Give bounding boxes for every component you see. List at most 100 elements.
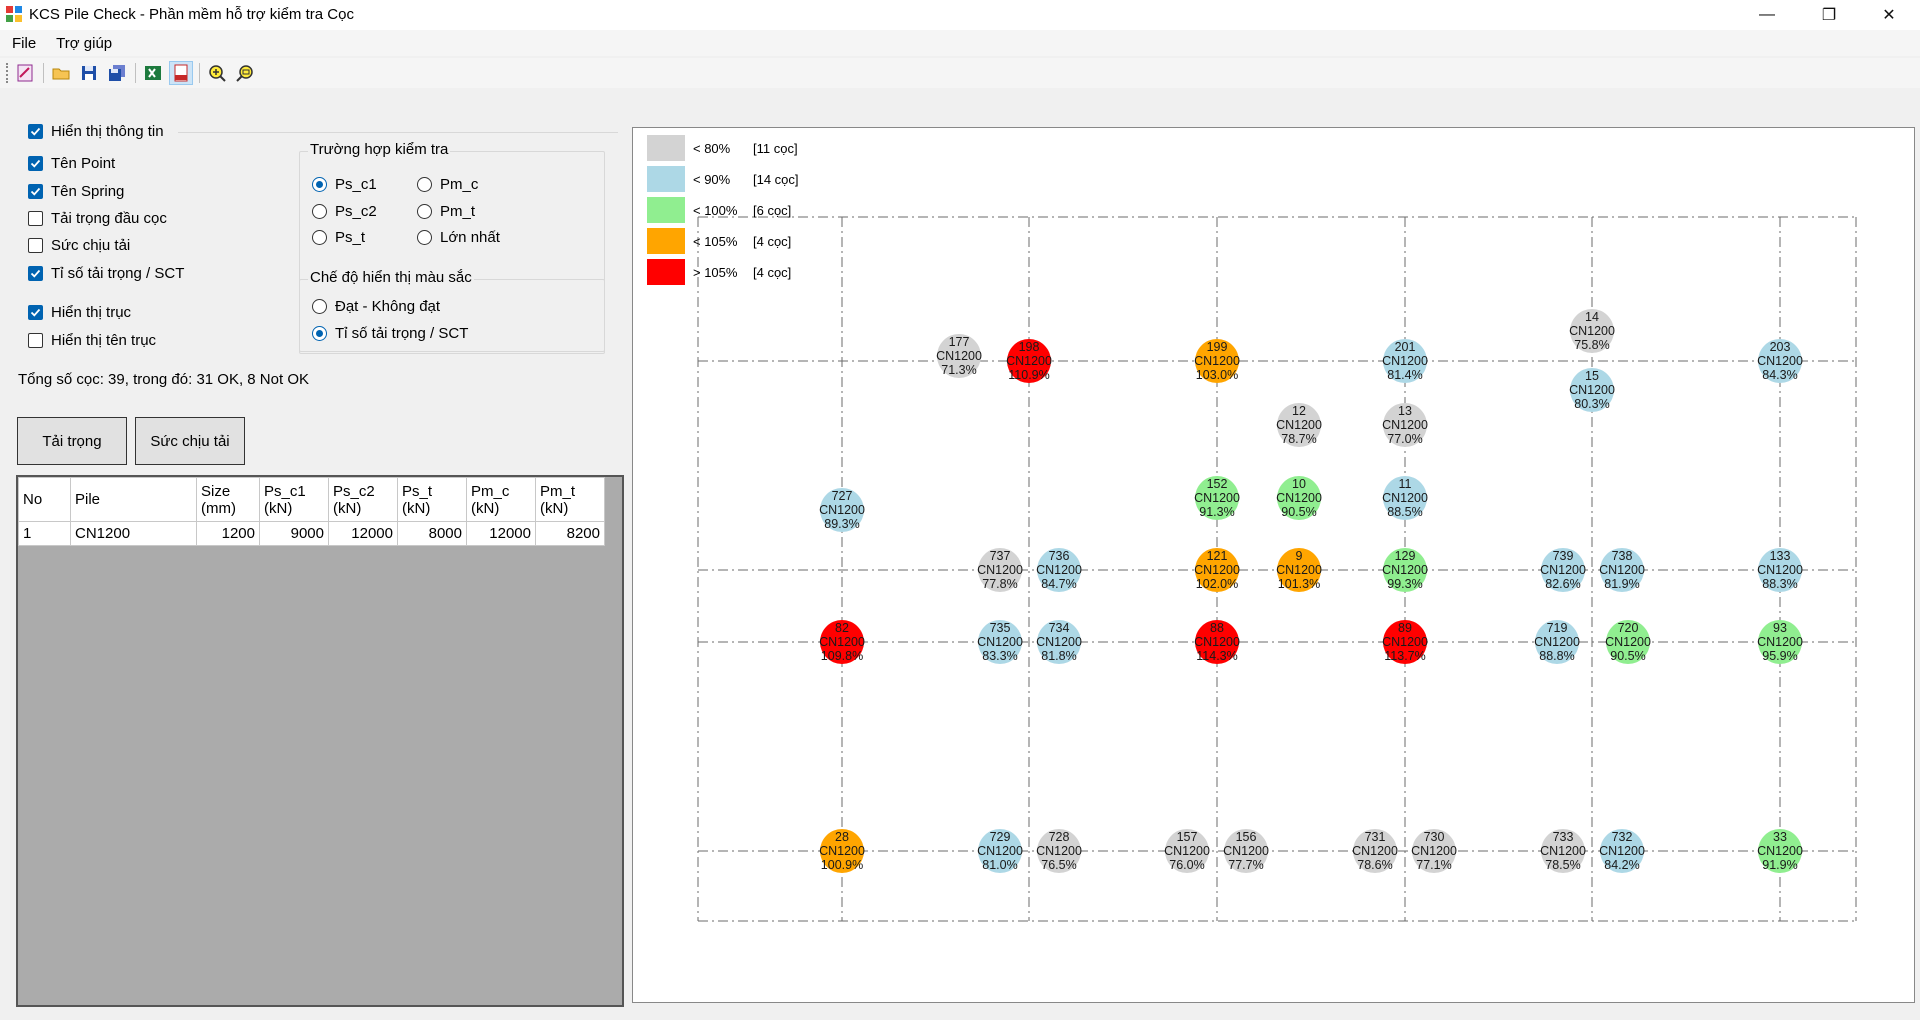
radio-circle[interactable] — [312, 298, 327, 314]
pile-circle[interactable] — [1600, 829, 1644, 873]
table-cell[interactable]: 9000 — [259, 521, 329, 546]
pile-circle[interactable] — [1600, 548, 1644, 592]
show-info-checkbox[interactable]: Hiển thị thông tin — [28, 121, 164, 141]
pile-circle[interactable] — [1758, 339, 1802, 383]
checkbox-box[interactable] — [28, 304, 43, 320]
radio-ps-c2[interactable]: Ps_c2 — [312, 201, 377, 221]
pile-circle[interactable] — [978, 620, 1022, 664]
radio-circle[interactable] — [312, 325, 327, 341]
checkbox-box[interactable] — [28, 155, 43, 171]
table-cell[interactable]: 1200 — [196, 521, 260, 546]
checkbox-box[interactable] — [28, 332, 43, 348]
pile-circle[interactable] — [1007, 339, 1051, 383]
spring-name-checkbox[interactable]: Tên Spring — [28, 181, 124, 201]
pile-circle[interactable] — [1535, 620, 1579, 664]
radio-ps-t[interactable]: Ps_t — [312, 227, 365, 247]
radio-pm-t[interactable]: Pm_t — [417, 201, 475, 221]
table-cell[interactable]: 8200 — [535, 521, 605, 546]
pile-head-load-checkbox[interactable]: Tải trọng đầu cọc — [28, 208, 167, 228]
capacity-button[interactable]: Sức chịu tải — [135, 417, 245, 465]
pile-circle[interactable] — [1606, 620, 1650, 664]
export-pdf-button[interactable] — [169, 61, 193, 85]
pile-layout-canvas[interactable]: < 80% [11 cọc] < 90% [14 cọc] < 100% [6 cọc] <… — [632, 127, 1915, 1003]
load-button[interactable]: Tải trọng — [17, 417, 127, 465]
zoom-fit-button[interactable] — [233, 61, 257, 85]
radio-circle[interactable] — [312, 203, 327, 219]
pile-circle[interactable] — [1570, 309, 1614, 353]
radio-circle[interactable] — [417, 176, 432, 192]
pile-circle[interactable] — [1383, 339, 1427, 383]
minimize-button[interactable]: — — [1744, 0, 1790, 30]
column-header[interactable]: Pm_c (kN) — [466, 477, 536, 522]
pile-circle[interactable] — [1383, 403, 1427, 447]
pile-circle[interactable] — [1195, 620, 1239, 664]
checkbox-box[interactable] — [28, 183, 43, 199]
toolbar-grip[interactable] — [6, 63, 9, 83]
radio-pass-fail[interactable]: Đạt - Không đạt — [312, 296, 440, 316]
radio-circle[interactable] — [417, 229, 432, 245]
column-header[interactable]: No — [18, 477, 71, 522]
pile-circle[interactable] — [1195, 339, 1239, 383]
export-excel-button[interactable] — [141, 61, 165, 85]
open-button[interactable] — [49, 61, 73, 85]
pile-circle[interactable] — [1037, 620, 1081, 664]
pile-circle[interactable] — [1758, 829, 1802, 873]
menu-help[interactable]: Trợ giúp — [56, 34, 113, 52]
radio-ps-c1[interactable]: Ps_c1 — [312, 174, 377, 194]
column-header[interactable]: Pm_t (kN) — [535, 477, 605, 522]
pile-circle[interactable] — [1541, 829, 1585, 873]
pile-circle[interactable] — [820, 620, 864, 664]
pile-circle[interactable] — [1277, 403, 1321, 447]
table-cell[interactable]: 1 — [18, 521, 71, 546]
column-header[interactable]: Size (mm) — [196, 477, 260, 522]
report-button[interactable] — [13, 61, 37, 85]
pile-circle[interactable] — [1165, 829, 1209, 873]
save-all-button[interactable] — [105, 61, 129, 85]
table-cell[interactable]: 8000 — [397, 521, 467, 546]
pile-circle[interactable] — [820, 829, 864, 873]
pile-circle[interactable] — [1541, 548, 1585, 592]
pile-circle[interactable] — [1037, 548, 1081, 592]
pile-circle[interactable] — [1383, 476, 1427, 520]
pile-table[interactable]: No Pile Size (mm) Ps_c1 (kN) Ps_c2 (kN) Ps_… — [16, 475, 624, 1007]
pile-circle[interactable] — [820, 488, 864, 532]
checkbox-box[interactable] — [28, 265, 43, 281]
pile-circle[interactable] — [1277, 548, 1321, 592]
table-cell[interactable]: 12000 — [328, 521, 398, 546]
pile-circle[interactable] — [1758, 548, 1802, 592]
checkbox-box[interactable] — [28, 210, 43, 226]
show-axis-checkbox[interactable]: Hiển thị trục — [28, 302, 131, 322]
pile-circle[interactable] — [1195, 548, 1239, 592]
pile-circle[interactable] — [1383, 620, 1427, 664]
checkbox-box[interactable] — [28, 123, 43, 139]
show-axis-name-checkbox[interactable]: Hiển thị tên trục — [28, 330, 156, 350]
column-header[interactable]: Ps_c2 (kN) — [328, 477, 398, 522]
